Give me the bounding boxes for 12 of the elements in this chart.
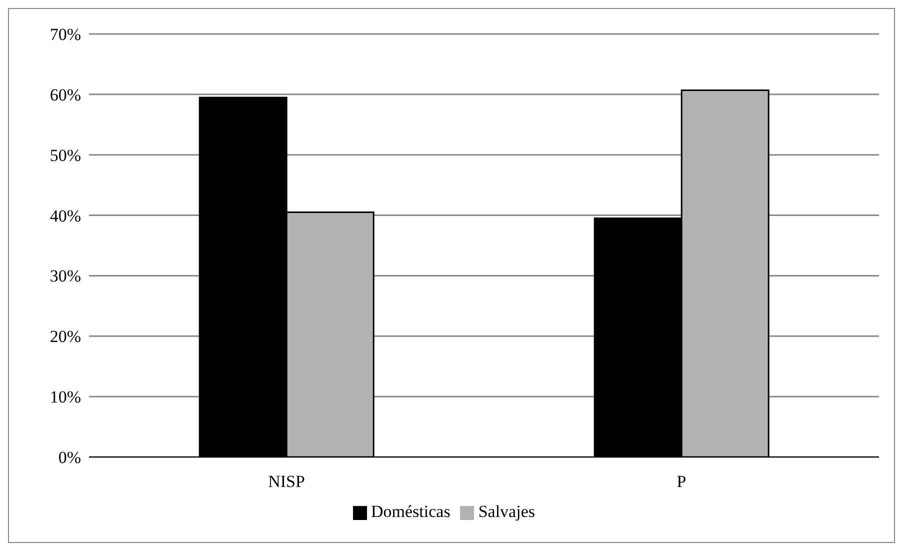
y-tick-label: 40% xyxy=(50,206,81,226)
y-tick-label: 60% xyxy=(50,85,81,104)
legend-label: Domésticas xyxy=(371,502,450,521)
y-tick-label: 20% xyxy=(50,327,81,346)
x-tick-label: NISP xyxy=(268,472,305,492)
x-tick-label: P xyxy=(676,472,686,492)
y-tick-label: 70% xyxy=(50,25,81,44)
legend-label: Salvajes xyxy=(478,502,535,521)
y-tick-label: 10% xyxy=(50,388,81,407)
y-tick-label: 0% xyxy=(58,448,81,468)
y-tick-label: 30% xyxy=(50,266,81,286)
y-tick-label: 50% xyxy=(50,146,81,165)
